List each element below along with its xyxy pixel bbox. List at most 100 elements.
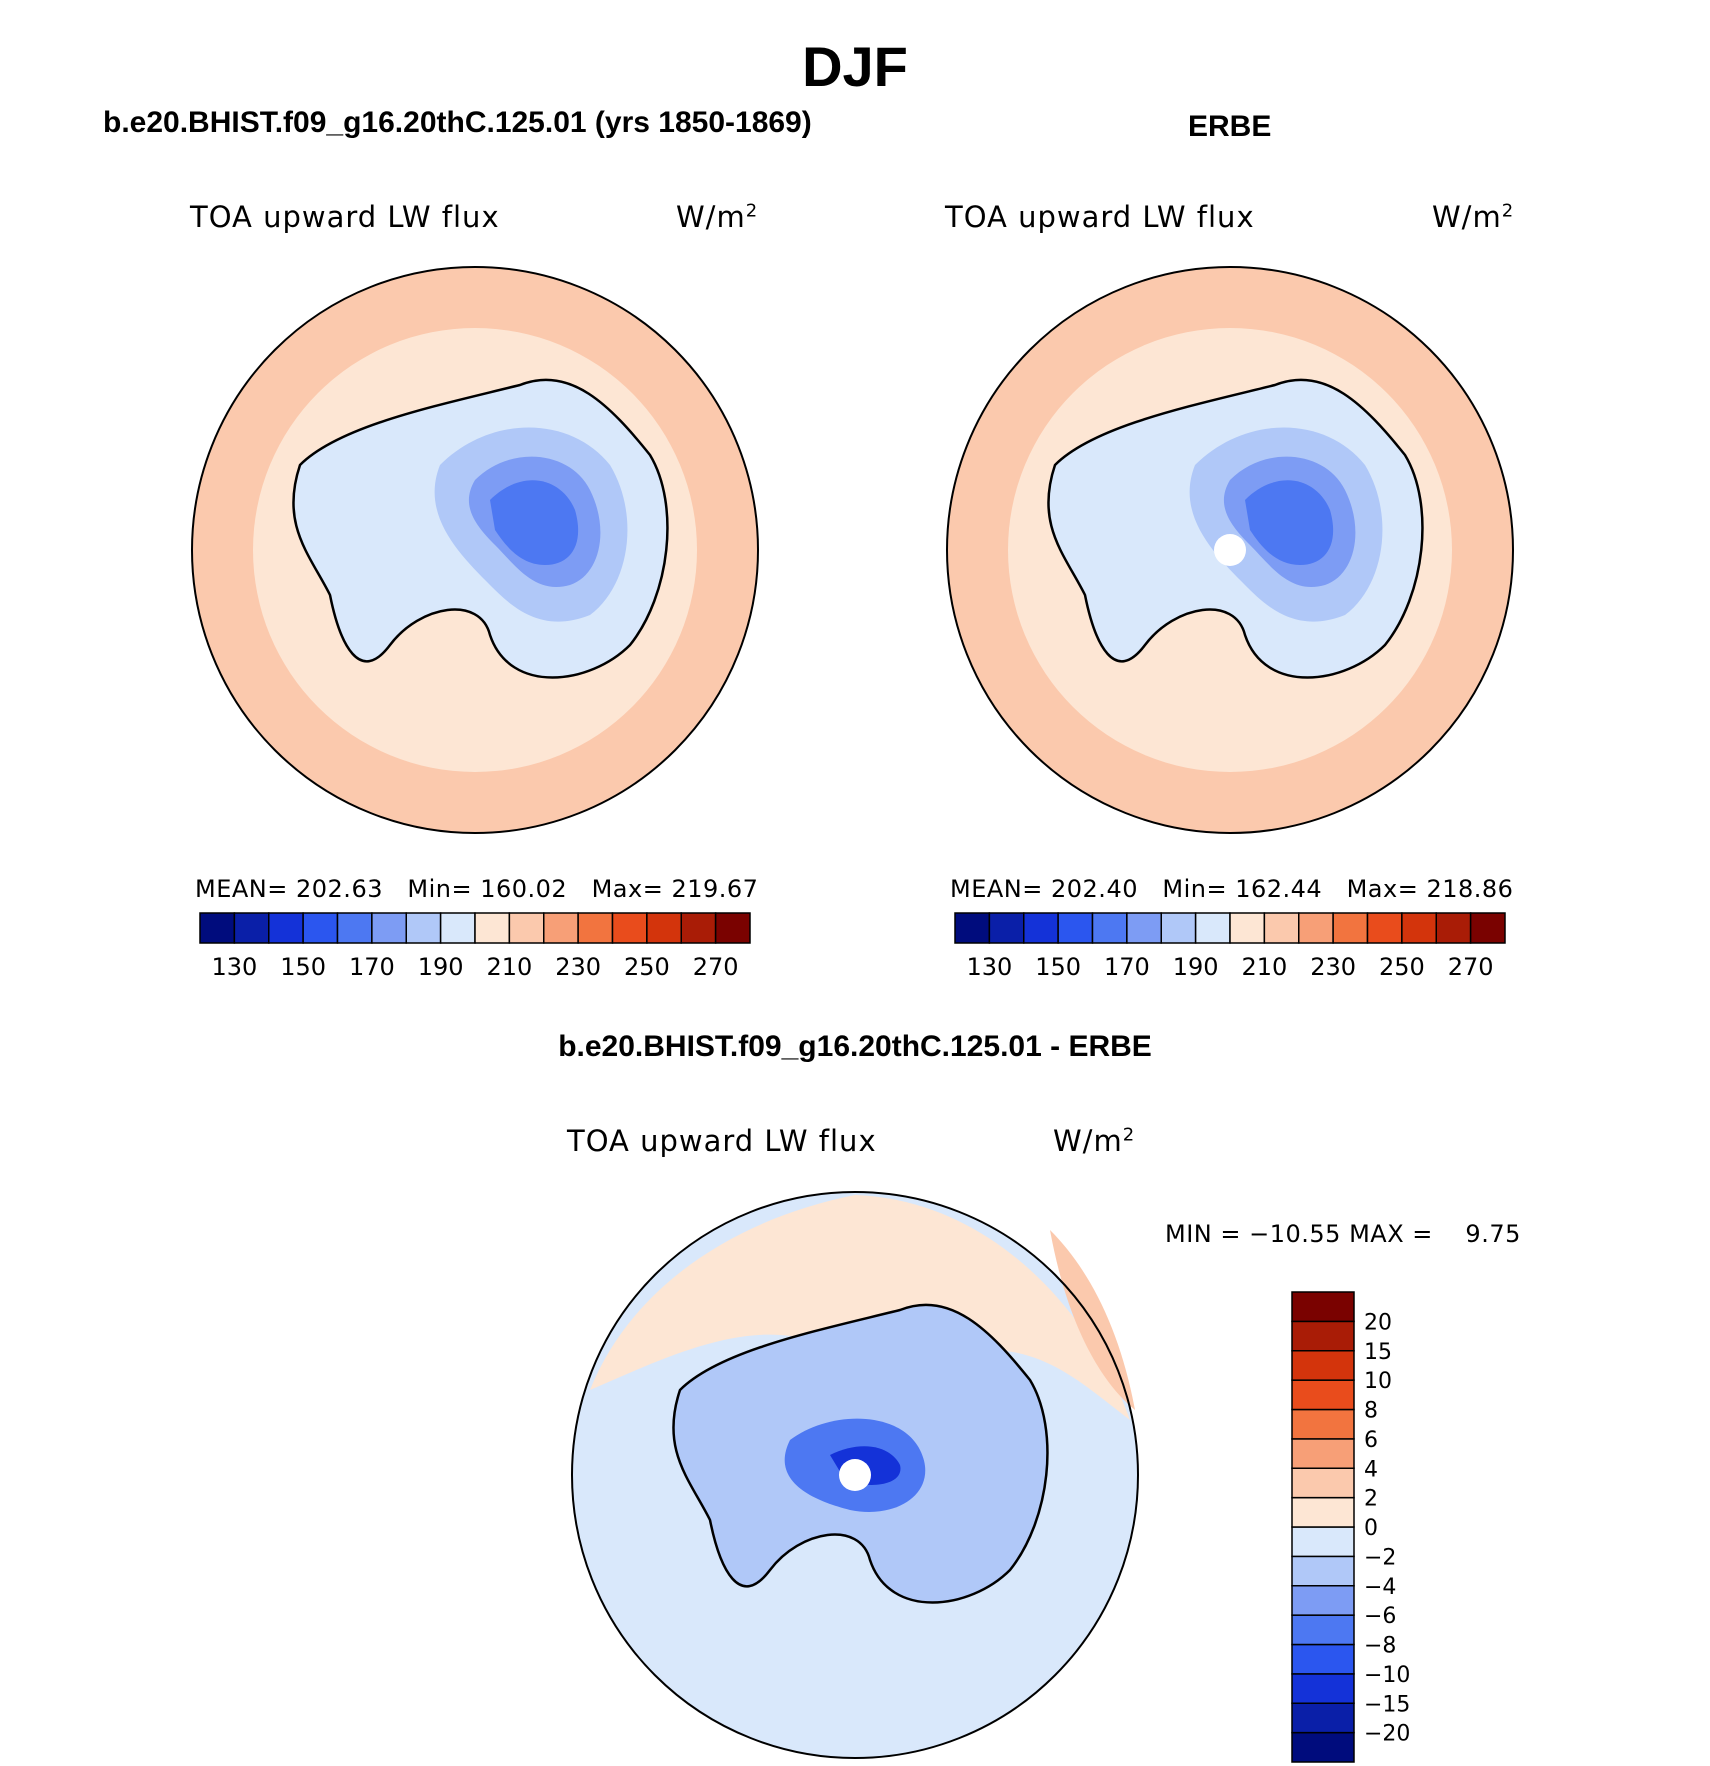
colorbar-swatch	[1091, 912, 1128, 944]
colorbar-tick-label: 170	[349, 953, 395, 981]
colorbar-swatch	[439, 912, 476, 944]
colorbar-swatch	[1160, 912, 1197, 944]
right-polar-map	[946, 266, 1514, 834]
colorbar-swatch	[1291, 1350, 1355, 1381]
colorbar-tick-label: 150	[1035, 953, 1081, 981]
pole-missing-data	[1214, 534, 1246, 566]
colorbar-tick-label: 270	[1448, 953, 1494, 981]
colorbar-swatch	[474, 912, 511, 944]
colorbar-swatch	[611, 912, 648, 944]
colorbar-swatch	[1366, 912, 1403, 944]
colorbar-swatch	[508, 912, 545, 944]
colorbar-tick-label: 2	[1364, 1487, 1378, 1512]
positive-anomaly-region	[590, 1195, 1130, 1420]
colorbar-swatch	[1291, 1379, 1355, 1411]
bottom-variable-label: TOA upward LW flux	[567, 1124, 877, 1158]
colorbar-tick-label: 130	[966, 953, 1012, 981]
right-units-label: W/m2	[1432, 200, 1515, 234]
colorbar-swatch	[1291, 1438, 1355, 1469]
right-colorbar: 130 150 170 190 210 230 250 270	[954, 912, 1506, 981]
colorbar-swatch	[1023, 912, 1059, 944]
colorbar-swatch	[1291, 1467, 1355, 1499]
colorbar-swatch	[1291, 1614, 1355, 1646]
colorbar-tick-label: 170	[1104, 953, 1150, 981]
colorbar-tick-label: −4	[1364, 1575, 1396, 1600]
colorbar-swatch	[233, 912, 270, 944]
figure-title: DJF	[802, 35, 908, 98]
colorbar-tick-label: 8	[1364, 1399, 1378, 1424]
colorbar-swatch	[405, 912, 442, 944]
colorbar-tick-label: 130	[211, 953, 257, 981]
colorbar-tick-label: 190	[1173, 953, 1219, 981]
left-units-label: W/m2	[676, 200, 759, 234]
colorbar-tick-label: −20	[1364, 1722, 1410, 1747]
colorbar-swatch	[988, 912, 1025, 944]
colorbar-swatch	[1291, 1585, 1355, 1616]
colorbar-tick-label: 15	[1364, 1340, 1392, 1365]
colorbar-swatch	[1435, 912, 1472, 944]
panel-bottom-title: b.e20.BHIST.f09_g16.20thC.125.01 - ERBE	[558, 1030, 1152, 1063]
colorbar-swatch	[199, 912, 236, 944]
colorbar-swatch	[646, 912, 682, 944]
colorbar-swatch	[1291, 1555, 1355, 1587]
colorbar-swatch	[714, 912, 751, 944]
panel-left-title: b.e20.BHIST.f09_g16.20thC.125.01 (yrs 18…	[103, 106, 812, 139]
colorbar-swatch	[1291, 1291, 1355, 1323]
colorbar-tick-label: −2	[1364, 1545, 1396, 1570]
contour-170	[1245, 480, 1334, 565]
map-border	[191, 266, 759, 834]
colorbar-tick-label: 210	[486, 953, 532, 981]
colorbar-swatch	[1469, 912, 1506, 944]
colorbar-swatch	[1126, 912, 1162, 944]
colorbar-tick-label: −15	[1364, 1692, 1410, 1717]
colorbar-swatch	[954, 912, 991, 944]
colorbar-swatch	[1194, 912, 1231, 944]
colorbar-tick-label: 190	[418, 953, 464, 981]
colorbar-tick-label: 10	[1364, 1369, 1392, 1394]
map-border	[946, 266, 1514, 834]
colorbar-tick-label: 20	[1364, 1310, 1392, 1335]
colorbar-swatch	[1291, 1643, 1355, 1675]
colorbar-swatch	[302, 912, 339, 944]
colorbar-swatch	[1291, 1526, 1355, 1558]
colorbar-swatch	[1291, 1496, 1355, 1528]
colorbar-swatch	[1401, 912, 1437, 944]
colorbar-tick-label: 6	[1364, 1428, 1378, 1453]
right-stats: MEAN= 202.40 Min= 162.44 Max= 218.86	[950, 875, 1514, 903]
colorbar-swatch	[1229, 912, 1266, 944]
right-variable-label: TOA upward LW flux	[945, 200, 1255, 234]
colorbar-tick-label: 250	[1379, 953, 1425, 981]
colorbar-swatch	[1291, 1731, 1355, 1763]
left-polar-map	[191, 266, 759, 834]
colorbar-swatch	[1291, 1702, 1355, 1734]
colorbar-swatch	[680, 912, 717, 944]
left-stats: MEAN= 202.63 Min= 160.02 Max= 219.67	[195, 875, 759, 903]
colorbar-swatch	[543, 912, 579, 944]
colorbar-swatch	[1291, 1673, 1355, 1704]
colorbar-swatch	[577, 912, 614, 944]
pole-missing-data	[839, 1459, 871, 1491]
colorbar-swatch	[1298, 912, 1334, 944]
colorbar-tick-label: 0	[1364, 1516, 1378, 1541]
colorbar-swatch	[1291, 1408, 1355, 1440]
colorbar-tick-label: 4	[1364, 1457, 1378, 1482]
colorbar-swatch	[1263, 912, 1300, 944]
colorbar-swatch	[371, 912, 407, 944]
colorbar-tick-label: −8	[1364, 1634, 1396, 1659]
colorbar-tick-label: −10	[1364, 1663, 1410, 1688]
colorbar-swatch	[1057, 912, 1094, 944]
bottom-units-label: W/m2	[1053, 1124, 1136, 1158]
colorbar-swatch	[1291, 1320, 1355, 1352]
colorbar-tick-label: 230	[555, 953, 601, 981]
colorbar-tick-label: 270	[693, 953, 739, 981]
colorbar-tick-label: −6	[1364, 1604, 1396, 1629]
colorbar-tick-label: 250	[624, 953, 670, 981]
contour-170	[490, 480, 579, 565]
map-border	[571, 1191, 1139, 1759]
colorbar-tick-label: 150	[280, 953, 326, 981]
left-variable-label: TOA upward LW flux	[190, 200, 500, 234]
colorbar-swatch	[268, 912, 304, 944]
bottom-stats: MIN = −10.55 MAX = 9.75	[1165, 1220, 1521, 1248]
colorbar-swatch	[336, 912, 373, 944]
